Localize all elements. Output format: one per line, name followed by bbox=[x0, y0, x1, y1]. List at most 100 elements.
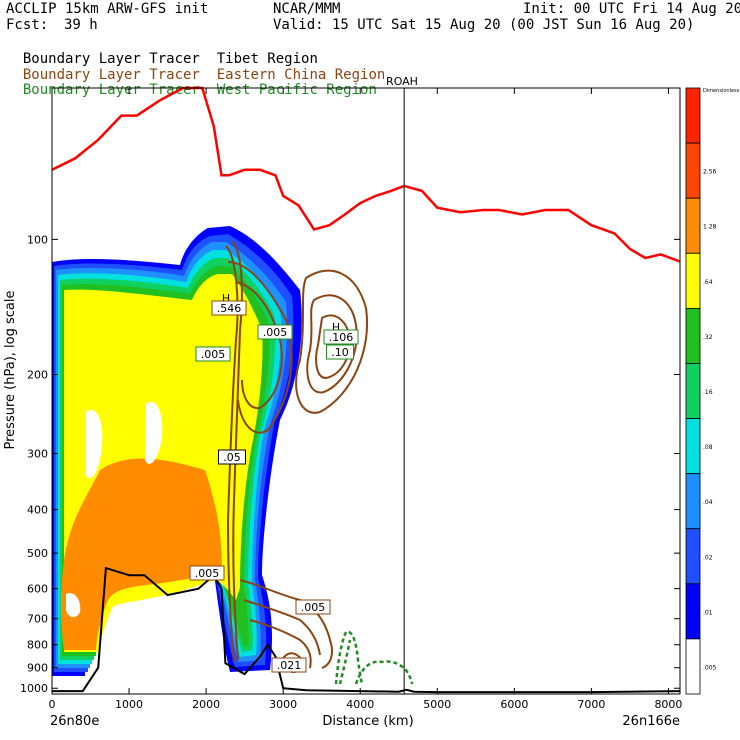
eastern-china-contour-0 bbox=[231, 241, 243, 661]
west-pacific-contour-1 bbox=[354, 660, 414, 685]
west-pacific-contour-2 bbox=[338, 639, 352, 685]
x-tick-label: 8000 bbox=[654, 698, 682, 711]
y-tick-label: 300 bbox=[27, 448, 48, 461]
x-tick-label: 2000 bbox=[192, 698, 220, 711]
eastern-china-contour-4 bbox=[295, 269, 368, 414]
contour-labels: HH.546.005.005.106.10.05.005.005.021 bbox=[189, 292, 359, 673]
forecast-label: Fcst: bbox=[6, 17, 49, 33]
x-tick-label: 4000 bbox=[346, 698, 374, 711]
contour-label: .005 bbox=[301, 601, 326, 614]
shade-gap-2 bbox=[66, 593, 81, 618]
x-tick-label: 0 bbox=[49, 698, 56, 711]
colorbar-swatch bbox=[685, 363, 701, 419]
eastern-china-contour-3 bbox=[235, 281, 283, 410]
y-tick-label: 1000 bbox=[20, 682, 48, 695]
legend-west-pacific-region: West Pacific Region bbox=[216, 82, 377, 98]
marker-label: ROAH bbox=[386, 75, 418, 88]
y-tick-label: 100 bbox=[27, 233, 48, 246]
y-tick-label: 600 bbox=[27, 583, 48, 596]
colorbar-label: .64 bbox=[703, 279, 713, 286]
legend-tibet-prefix: Boundary Layer Tracer bbox=[22, 51, 200, 67]
contour-label: H bbox=[222, 292, 230, 305]
colorbar-label: .005 bbox=[703, 664, 717, 671]
contour-label-box bbox=[295, 599, 331, 615]
x-tick-label: 1000 bbox=[115, 698, 143, 711]
colorbar: 2.56 1.28 .64 .32 .16 .08 .04 .02 .01 .005 Dimensi… bbox=[685, 87, 740, 695]
terrain-line bbox=[52, 566, 681, 694]
eastern-china-contours bbox=[225, 241, 368, 674]
plot-frame: 0 1000 2000 3000 4000 5000 6000 7000 80001002003… bbox=[20, 87, 682, 711]
y-tick-label: 800 bbox=[27, 639, 48, 652]
colorbar-label: .04 bbox=[703, 499, 713, 506]
colorbar-swatch bbox=[685, 307, 701, 364]
contour-label-box bbox=[195, 346, 231, 362]
tracer-shading bbox=[52, 226, 302, 676]
x-left-endpoint: 26n80e bbox=[50, 714, 99, 729]
contour-label: .005 bbox=[201, 348, 226, 361]
contour-label-box bbox=[218, 449, 246, 465]
plot-border bbox=[51, 87, 681, 695]
colorbar-swatch bbox=[685, 583, 701, 640]
y-axis-label: Pressure (hPa), log scale bbox=[3, 291, 18, 450]
contour-label: .546 bbox=[217, 302, 242, 315]
eastern-china-contour-9 bbox=[249, 619, 312, 669]
legend-eastern-china: Boundary Layer Tracer Eastern China Regi… bbox=[6, 51, 385, 83]
eastern-china-contour-2 bbox=[227, 261, 293, 434]
legend-west-pacific: Boundary Layer Tracer West Pacific Regio… bbox=[6, 66, 377, 98]
eastern-china-contour-5 bbox=[306, 294, 358, 394]
y-tick-label: 700 bbox=[27, 613, 48, 626]
west-pacific-contour-0 bbox=[334, 630, 364, 685]
colorbar-swatch bbox=[685, 252, 701, 309]
y-tick-label: 900 bbox=[27, 662, 48, 675]
colorbar-swatch bbox=[685, 142, 701, 199]
colorbar-label: 2.56 bbox=[703, 169, 717, 176]
legend-west-pacific-prefix: Boundary Layer Tracer bbox=[22, 82, 200, 98]
x-axis-label: Distance (km) bbox=[322, 714, 413, 729]
colorbar-label: .02 bbox=[703, 554, 713, 561]
contour-label-box bbox=[257, 324, 293, 340]
colorbar-swatch bbox=[685, 418, 701, 475]
forecast-value: 39 h bbox=[64, 17, 98, 33]
x-tick-label: 7000 bbox=[577, 698, 605, 711]
colorbar-swatch bbox=[685, 528, 701, 585]
contour-label-box bbox=[271, 657, 307, 673]
colorbar-title: Dimensionless bbox=[703, 88, 740, 94]
x-tick-label: 6000 bbox=[500, 698, 528, 711]
contour-label: .005 bbox=[263, 326, 288, 339]
shade-gap-0 bbox=[86, 409, 103, 479]
colorbar-swatch bbox=[685, 638, 701, 695]
contour-label-box bbox=[211, 300, 247, 316]
x-tick-label: 3000 bbox=[269, 698, 297, 711]
y-tick-label: 200 bbox=[27, 368, 48, 381]
colorbar-label: .08 bbox=[703, 444, 713, 451]
tropopause-line bbox=[51, 86, 681, 263]
eastern-china-contour-7 bbox=[239, 579, 333, 669]
contour-label: .005 bbox=[195, 567, 220, 580]
colorbar-label: 1.28 bbox=[703, 224, 717, 231]
contour-label: .021 bbox=[277, 659, 302, 672]
contour-label: .106 bbox=[329, 331, 354, 344]
eastern-china-contour-1 bbox=[225, 245, 239, 663]
eastern-china-contour-8 bbox=[243, 599, 321, 656]
colorbar-label: .16 bbox=[703, 389, 713, 396]
contour-label-box bbox=[189, 565, 225, 581]
colorbar-swatch bbox=[685, 197, 701, 254]
colorbar-swatch bbox=[685, 473, 701, 530]
shade-gap-1 bbox=[145, 401, 163, 464]
contour-label: .05 bbox=[223, 451, 241, 464]
colorbar-label: .32 bbox=[703, 334, 713, 341]
eastern-china-contour-6 bbox=[315, 314, 352, 380]
legend-tibet-region: Tibet Region bbox=[216, 51, 318, 67]
contour-label-box bbox=[326, 344, 354, 360]
west-pacific-contours bbox=[334, 630, 414, 685]
contour-label: H bbox=[332, 321, 340, 334]
y-tick-label: 500 bbox=[27, 547, 48, 560]
shade-level-7 bbox=[61, 458, 222, 650]
legend-eastern-china-prefix: Boundary Layer Tracer bbox=[22, 67, 200, 83]
model-title: ACCLIP 15km ARW-GFS init bbox=[6, 1, 209, 17]
contour-label-box bbox=[323, 329, 359, 345]
center-label: NCAR/MMM bbox=[273, 1, 341, 17]
x-tick-label: 5000 bbox=[423, 698, 451, 711]
x-right-endpoint: 26n166e bbox=[622, 714, 680, 729]
